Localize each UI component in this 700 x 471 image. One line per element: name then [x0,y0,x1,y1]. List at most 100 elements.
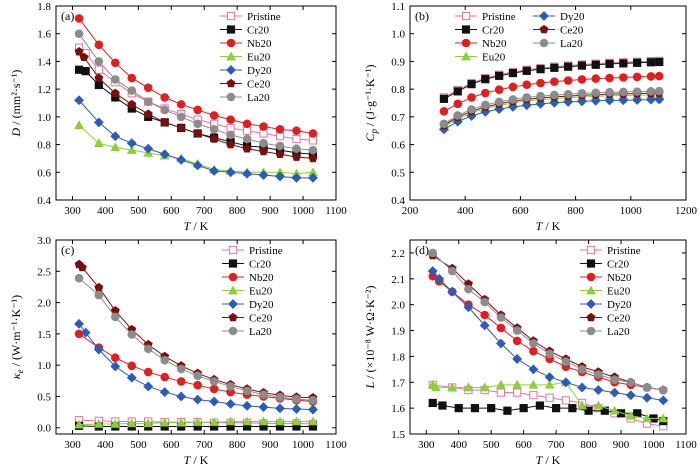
data-point-eu20 [126,418,137,428]
x-tick-label: 800 [567,205,584,217]
data-point-la20 [226,130,235,140]
legend-marker-ce20 [228,312,238,322]
data-point-nb20 [209,111,219,120]
y-tick-label: 2.0 [391,300,405,312]
data-point-ce20 [259,146,268,156]
x-tick-label: 800 [229,205,246,217]
data-point-la20 [160,355,170,365]
data-point-la20 [143,97,153,106]
data-point-eu20 [577,400,588,410]
panel-label: (d) [415,243,429,257]
data-point-nb20 [550,77,559,86]
legend-marker-la20 [228,326,238,336]
legend-marker-dy20 [539,11,549,21]
legend-label-cr20: Cr20 [249,259,272,271]
data-point-eu20 [275,416,285,426]
data-point-pristine [561,396,570,405]
x-axis-label: T / K [184,453,209,467]
legend-marker-dy20 [226,65,236,75]
legend-marker-pristine [228,245,238,255]
y-tick-label: 3.0 [37,235,51,247]
x-tick-label: 1000 [292,205,315,217]
x-tick-label: 700 [548,439,565,451]
y-tick-label: 0.8 [391,84,405,96]
series-line-pristine [78,47,313,141]
x-tick-label: 400 [97,205,114,217]
x-tick-label: 900 [613,439,630,451]
x-tick-label: 400 [457,205,474,217]
data-point-nb20 [127,361,137,371]
data-point-la20 [292,394,301,404]
data-point-eu20 [126,145,137,154]
legend-label-cr20: Cr20 [607,259,630,271]
y-tick-label: 1.9 [391,326,405,338]
data-point-cr20 [508,68,518,78]
data-point-nb20 [74,14,84,23]
data-point-nb20 [453,99,463,109]
data-point-ce20 [94,73,104,82]
data-point-nb20 [496,323,506,333]
legend-label-eu20: Eu20 [607,286,631,298]
data-point-dy20 [495,338,506,349]
data-point-la20 [428,248,438,258]
data-point-eu20 [159,417,170,427]
x-tick-label: 600 [512,205,529,217]
data-point-cr20 [467,80,476,89]
data-point-nb20 [529,346,538,356]
data-point-eu20 [625,410,636,420]
data-point-la20 [308,145,318,155]
legend-marker-eu20 [226,51,236,61]
data-point-nb20 [646,72,656,81]
data-point-la20 [127,330,137,339]
data-point-cr20 [619,59,628,68]
data-point-nb20 [176,377,186,386]
data-point-cr20 [519,404,528,413]
data-point-la20 [658,385,668,395]
legend-marker-ce20 [539,24,549,34]
data-point-nb20 [94,40,104,50]
data-point-nb20 [160,372,170,382]
legend-label-eu20: Eu20 [249,286,273,298]
data-point-cr20 [453,87,462,96]
legend-label-ce20: Ce20 [249,313,273,325]
y-tick-label: 1.6 [37,29,51,41]
plot-frame [409,239,687,435]
data-point-dy20 [74,318,84,329]
data-point-cr20 [81,67,90,76]
data-point-la20 [481,100,490,110]
data-point-la20 [275,141,285,151]
data-point-dy20 [275,171,285,182]
series-line-dy20 [78,323,313,411]
chart-panel-4: 300 400 500 600 700 800 900 1000 1100 1.5 1.6 1.7 1.… [363,239,697,467]
data-point-ce20 [275,149,285,159]
data-point-dy20 [512,354,523,364]
data-point-dy20 [434,273,445,284]
data-point-nb20 [226,115,235,124]
y-tick-label: 0.6 [391,140,405,152]
data-point-eu20 [496,379,506,389]
data-point-la20 [654,86,664,96]
data-point-cr20 [646,58,656,67]
legend-label-dy20: Dy20 [607,299,632,311]
y-tick-label: 0.4 [391,195,405,207]
data-point-la20 [275,392,285,402]
x-tick-label: 300 [64,205,81,217]
data-point-pristine [529,391,538,400]
data-point-la20 [143,344,153,354]
data-point-ce20 [110,88,120,98]
data-point-cr20 [94,80,103,90]
data-point-eu20 [642,413,652,423]
panel-label: (b) [415,9,429,23]
data-point-eu20 [447,382,458,392]
data-point-dy20 [80,327,91,338]
data-point-ce20 [176,123,186,132]
x-tick-label: 300 [418,439,435,451]
x-tick-label: 1000 [643,439,666,451]
data-point-cr20 [495,71,504,80]
plot-frame [409,5,687,201]
x-tick-label: 200 [402,205,419,217]
data-point-eu20 [143,418,154,428]
data-point-la20 [453,111,463,120]
data-point-la20 [577,89,587,98]
